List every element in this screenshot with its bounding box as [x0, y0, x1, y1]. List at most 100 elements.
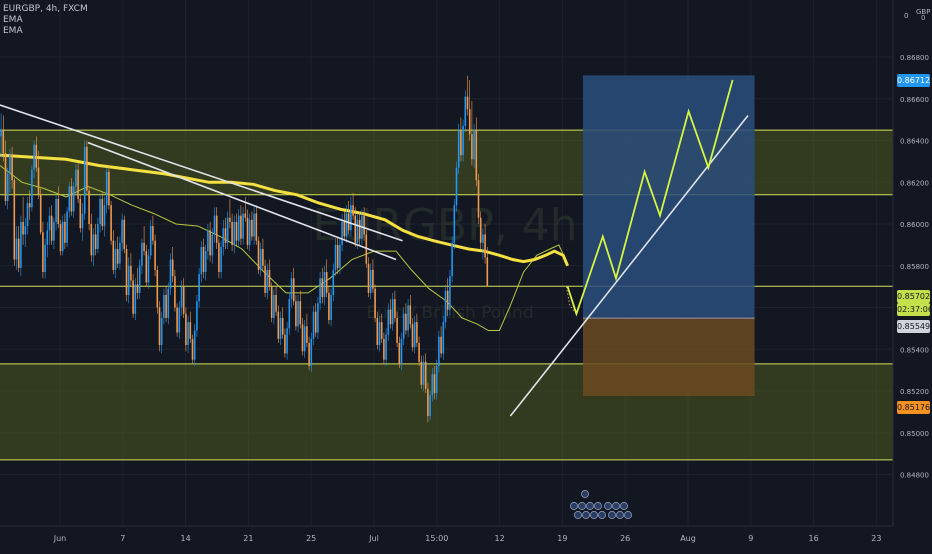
candle[interactable] [196, 294, 198, 337]
candle[interactable] [132, 274, 134, 318]
candle[interactable] [218, 238, 220, 279]
indicator-label-ema-1[interactable]: EMA [3, 15, 23, 25]
event-flag-icon[interactable] [586, 502, 594, 510]
candle[interactable] [229, 198, 231, 229]
candle[interactable] [37, 150, 40, 199]
candle[interactable] [455, 161, 458, 212]
candle[interactable] [400, 332, 403, 371]
candle[interactable] [163, 288, 165, 325]
candle[interactable] [200, 240, 203, 283]
candle[interactable] [114, 240, 117, 279]
candle[interactable] [158, 301, 161, 352]
candle[interactable] [57, 186, 60, 229]
candle[interactable] [211, 228, 214, 264]
event-flag-icon[interactable] [578, 502, 586, 510]
candle[interactable] [185, 307, 187, 352]
event-flag-icon[interactable] [598, 511, 606, 519]
candle[interactable] [352, 192, 354, 220]
candle[interactable] [248, 213, 251, 252]
candle[interactable] [171, 246, 174, 283]
event-flag-icon[interactable] [570, 502, 578, 510]
indicator-label-ema-2[interactable]: EMA [3, 26, 23, 36]
candle[interactable] [182, 278, 185, 318]
candle[interactable] [279, 311, 282, 346]
candle[interactable] [72, 182, 75, 218]
candle[interactable] [88, 186, 90, 231]
candle[interactable] [317, 297, 319, 339]
candle[interactable] [193, 324, 196, 366]
candle[interactable] [266, 263, 269, 300]
candle[interactable] [50, 205, 53, 245]
candle[interactable] [442, 315, 445, 360]
candle[interactable] [299, 290, 302, 329]
candle[interactable] [369, 263, 372, 300]
candle[interactable] [187, 315, 189, 354]
candle[interactable] [209, 221, 211, 262]
candle[interactable] [233, 215, 236, 254]
candle[interactable] [420, 355, 423, 389]
candle[interactable] [303, 320, 306, 358]
candle[interactable] [284, 328, 286, 358]
candle[interactable] [240, 205, 242, 245]
candle[interactable] [59, 219, 62, 256]
candle[interactable] [105, 167, 108, 214]
candle[interactable] [270, 282, 273, 323]
candle[interactable] [66, 207, 68, 247]
candles[interactable] [0, 75, 577, 423]
candle[interactable] [367, 257, 370, 298]
candle[interactable] [13, 178, 16, 266]
candle[interactable] [180, 280, 183, 316]
candle[interactable] [471, 100, 473, 166]
candle[interactable] [251, 211, 253, 241]
candle[interactable] [396, 311, 398, 348]
candle[interactable] [68, 182, 71, 218]
candle[interactable] [242, 207, 244, 245]
candle[interactable] [387, 303, 390, 341]
position-stop-area[interactable] [583, 318, 755, 397]
candle[interactable] [297, 294, 299, 333]
candle[interactable] [376, 311, 379, 350]
candle[interactable] [290, 272, 293, 308]
candle[interactable] [374, 284, 376, 323]
candle[interactable] [416, 313, 418, 348]
candle[interactable] [464, 90, 467, 133]
candle[interactable] [90, 213, 93, 262]
candle[interactable] [20, 215, 22, 277]
candle[interactable] [138, 259, 141, 300]
candle[interactable] [308, 336, 310, 371]
candle[interactable] [321, 267, 324, 304]
candle[interactable] [79, 194, 82, 233]
candle[interactable] [103, 196, 106, 237]
candle[interactable] [127, 257, 130, 304]
candle[interactable] [64, 213, 66, 250]
candle[interactable] [473, 123, 475, 168]
candle[interactable] [101, 192, 104, 231]
candle[interactable] [39, 188, 42, 235]
candle[interactable] [224, 217, 227, 250]
candle[interactable] [339, 238, 341, 275]
candle[interactable] [99, 194, 101, 233]
candle[interactable] [143, 226, 145, 256]
candle[interactable] [334, 238, 337, 277]
candle[interactable] [451, 236, 453, 283]
candle[interactable] [160, 311, 163, 354]
candle[interactable] [402, 307, 405, 346]
candle[interactable] [156, 265, 159, 314]
event-flag-icon[interactable] [574, 511, 582, 519]
event-flag-icon[interactable] [594, 502, 602, 510]
candle[interactable] [460, 117, 462, 162]
candle[interactable] [178, 301, 181, 339]
candle[interactable] [191, 334, 194, 364]
candle[interactable] [24, 217, 27, 247]
event-flag-icon[interactable] [620, 502, 628, 510]
candle[interactable] [411, 317, 414, 352]
candle[interactable] [378, 315, 381, 352]
candle[interactable] [440, 326, 442, 358]
candle[interactable] [53, 217, 55, 250]
candle[interactable] [55, 194, 57, 231]
candle[interactable] [4, 140, 7, 206]
candle[interactable] [141, 238, 143, 275]
candle[interactable] [350, 196, 352, 237]
candle[interactable] [418, 336, 420, 366]
candle[interactable] [94, 224, 97, 256]
